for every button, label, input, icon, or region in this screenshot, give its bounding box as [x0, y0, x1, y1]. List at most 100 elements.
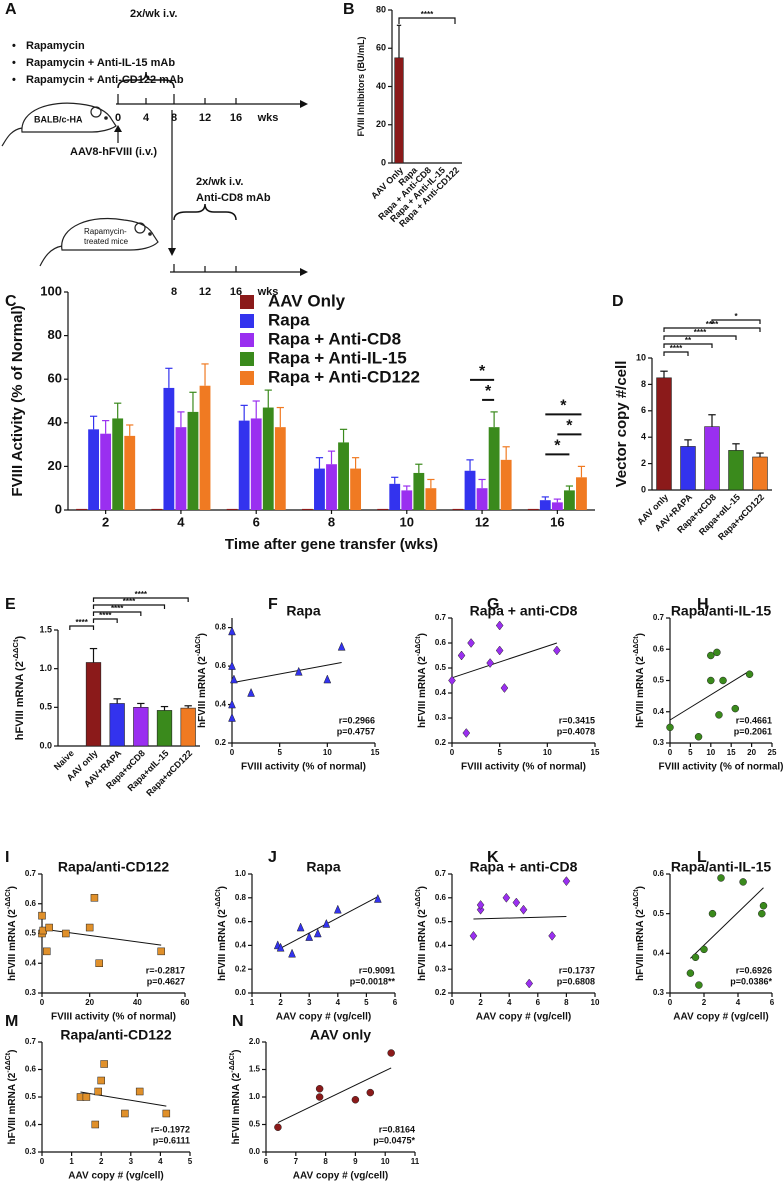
treatment: Rapamycin + Anti-IL-15 mAb	[26, 57, 175, 69]
point	[694, 733, 703, 741]
y-tick-label: 0.3	[25, 988, 37, 997]
point	[351, 1096, 360, 1104]
point	[315, 1085, 324, 1093]
point	[162, 1109, 171, 1118]
significance-bracket	[92, 604, 166, 609]
y-tick-label: 1.0	[39, 663, 52, 673]
bar	[151, 508, 163, 510]
y-tick-label: 0.5	[39, 702, 52, 712]
y-tick-label: 0	[641, 484, 646, 494]
significance-bracket	[711, 319, 761, 324]
bar	[704, 426, 720, 491]
x-tick-label: 25	[768, 748, 777, 757]
bar	[124, 435, 136, 510]
stat-label: r=0.6926	[736, 965, 772, 975]
stat-label: r=0.9091	[359, 965, 395, 975]
bar	[187, 411, 199, 510]
fit-line	[451, 642, 558, 679]
y-tick-label: 100	[40, 283, 62, 298]
bar	[500, 459, 512, 510]
point	[85, 923, 94, 932]
point	[247, 687, 255, 697]
y-tick-label: 0.5	[25, 1092, 37, 1101]
stat-label: r=0.2966	[339, 715, 375, 725]
stat-label: p=0.0475*	[373, 1135, 415, 1145]
panel-label: K	[487, 849, 499, 866]
bar	[180, 707, 196, 747]
y-axis-label-text: hFVIII mRNA (2	[217, 909, 228, 981]
x-tick-label: 5	[497, 748, 502, 757]
significance-label: ****	[706, 320, 719, 329]
y-tick-label: 0.5	[435, 917, 447, 926]
bar	[488, 427, 500, 510]
legend-label: Rapa + Anti-CD122	[268, 367, 420, 386]
x-tick-label: 5	[277, 748, 282, 757]
bar	[476, 488, 488, 510]
y-axis-label-sup: -ΔΔCt	[633, 889, 640, 909]
point	[100, 1060, 108, 1068]
injection-label: AAV8-hFVIII (i.v.)	[70, 146, 157, 158]
significance-bracket	[663, 335, 737, 340]
y-axis-label-end: )	[417, 886, 428, 889]
mouse-label: BALB/c-HA	[34, 114, 83, 124]
brace	[117, 71, 175, 89]
bar	[377, 508, 389, 510]
stat-label: r=0.8164	[379, 1124, 415, 1134]
y-tick-label: 8	[641, 379, 646, 389]
x-tick-label: 2	[278, 998, 283, 1007]
significance-bracket	[92, 611, 142, 616]
point	[91, 1120, 100, 1129]
point	[95, 959, 103, 967]
panel-label: E	[5, 596, 16, 613]
stat-label: p=0.2061	[734, 726, 772, 736]
x-tick-label: 1	[69, 1157, 74, 1166]
y-tick-label: 0.4	[25, 1120, 37, 1129]
point	[97, 1076, 105, 1085]
y-tick-label: 40	[48, 414, 62, 429]
significance-label: ****	[694, 328, 707, 337]
stat-label: r=-0.1972	[151, 1124, 190, 1134]
x-tick-label: 15	[371, 748, 380, 757]
bar	[551, 502, 563, 510]
stat-label: p=0.4078	[557, 726, 595, 736]
panel-label: H	[697, 596, 709, 613]
legend-label: Rapa + Anti-IL-15	[268, 348, 407, 367]
timeline-label: 16	[230, 112, 242, 124]
panel-label: D	[612, 293, 624, 310]
point	[562, 876, 571, 887]
point	[45, 923, 53, 932]
bar	[527, 508, 539, 510]
point	[457, 650, 466, 661]
point	[495, 645, 504, 656]
y-tick-label: 1.0	[249, 1092, 261, 1101]
point	[553, 645, 561, 656]
timeline-label: 8	[171, 112, 177, 124]
arrow-head	[114, 125, 122, 132]
bar	[576, 477, 587, 510]
bar	[112, 418, 124, 510]
fit-line	[473, 916, 567, 920]
y-axis-label-text: hFVIII mRNA (2	[635, 909, 646, 981]
chart-title: AAV only	[310, 1027, 371, 1043]
x-tick-label: 10	[400, 514, 414, 529]
point	[467, 638, 475, 648]
y-tick-label: 0.7	[653, 613, 665, 622]
significance-bracket	[92, 597, 189, 602]
x-tick-label: 3	[129, 1157, 134, 1166]
y-tick-label: 0.6	[215, 661, 227, 670]
legend-label: AAV Only	[268, 291, 346, 310]
y-tick-label: 0.4	[25, 958, 37, 967]
y-axis-label-end: )	[14, 635, 26, 639]
significance-label: **	[685, 336, 692, 345]
x-tick-label: 5	[188, 1157, 193, 1166]
bullet: •	[12, 57, 16, 69]
point	[228, 660, 236, 670]
arrow-head	[300, 268, 308, 276]
y-tick-label: 0.4	[435, 941, 447, 950]
chart-title: Rapa/anti-CD122	[58, 859, 169, 875]
point	[274, 1123, 282, 1131]
bar	[401, 490, 413, 510]
x-tick-label: 6	[253, 514, 260, 529]
y-tick-label: 40	[376, 81, 386, 91]
point	[315, 1093, 324, 1101]
